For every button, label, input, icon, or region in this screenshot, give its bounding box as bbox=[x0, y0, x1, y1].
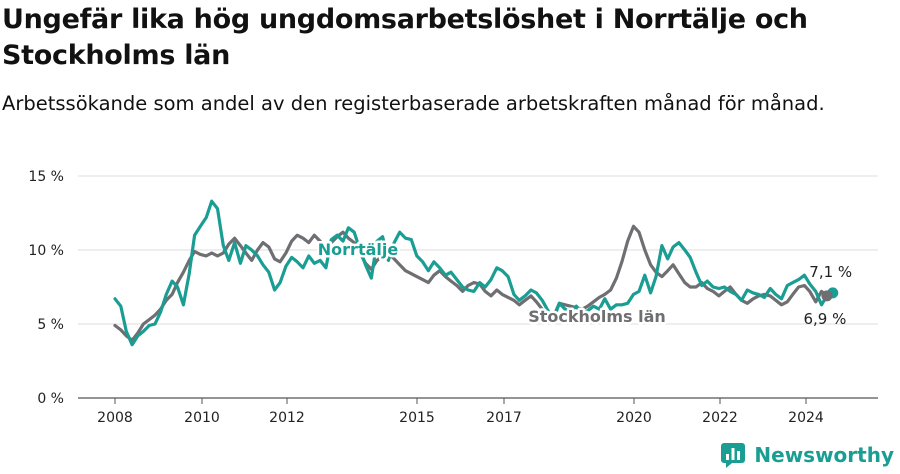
x-tick-label: 2017 bbox=[486, 410, 522, 426]
series-line-stockholms-l-n bbox=[113, 224, 829, 342]
x-tick-label: 2024 bbox=[788, 410, 824, 426]
x-tick-label: 2008 bbox=[97, 410, 133, 426]
series-label-stockholms-l-n: Stockholms län bbox=[528, 307, 666, 326]
y-tick-label: 5 % bbox=[37, 317, 64, 333]
series-lines bbox=[113, 199, 835, 347]
brand-name: Newsworthy bbox=[754, 443, 894, 467]
series-label-norrt-lje: Norrtälje bbox=[318, 240, 399, 259]
y-tick-label: 15 % bbox=[28, 169, 64, 185]
x-tick-label: 2015 bbox=[399, 410, 435, 426]
newsworthy-logo-icon bbox=[721, 443, 746, 468]
x-tick-label: 2020 bbox=[616, 410, 652, 426]
y-axis: 0 % 5 % 10 % 15 % bbox=[28, 169, 64, 407]
y-tick-label: 0 % bbox=[37, 391, 64, 407]
series-line-norrt-lje bbox=[113, 199, 835, 347]
grid-lines bbox=[78, 175, 878, 399]
end-value-label: 7,1 % bbox=[809, 263, 852, 281]
y-tick-label: 10 % bbox=[28, 243, 64, 259]
series-labels: 7,1 % 6,9 % Norrtälje Stockholms län bbox=[315, 238, 852, 329]
x-tick-label: 2010 bbox=[184, 410, 220, 426]
brand-logo: Newsworthy bbox=[720, 440, 894, 470]
x-tick-label: 2022 bbox=[702, 410, 738, 426]
end-value-label: 6,9 % bbox=[803, 310, 846, 328]
x-axis: 2008 2010 2012 2015 2017 2020 2022 2024 bbox=[97, 398, 824, 426]
x-tick-label: 2012 bbox=[269, 410, 305, 426]
chart-title: Ungefär lika hög ungdomsarbetslöshet i N… bbox=[2, 4, 808, 71]
chart-subtitle: Arbetssökande som andel av den registerb… bbox=[2, 92, 825, 115]
series-end-point bbox=[821, 290, 833, 302]
